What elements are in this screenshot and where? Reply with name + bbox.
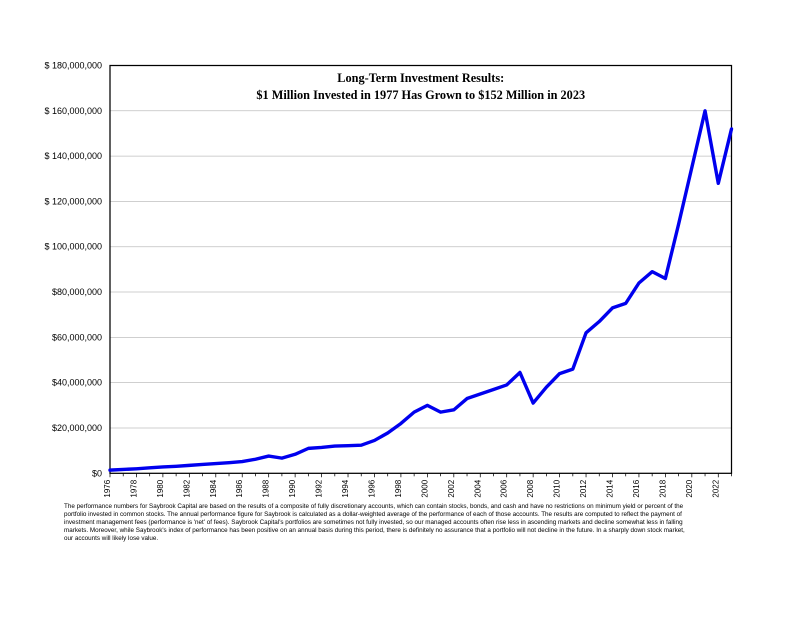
svg-text:$20,000,000: $20,000,000	[52, 423, 102, 433]
svg-text:2002: 2002	[447, 479, 456, 497]
svg-text:2006: 2006	[500, 479, 509, 497]
svg-text:$ 140,000,000: $ 140,000,000	[44, 151, 102, 161]
svg-text:2000: 2000	[420, 479, 429, 497]
svg-text:1996: 1996	[367, 479, 376, 497]
svg-text:2018: 2018	[658, 479, 667, 497]
svg-text:1976: 1976	[103, 479, 112, 497]
svg-text:2012: 2012	[579, 479, 588, 497]
svg-text:2022: 2022	[711, 479, 720, 497]
svg-text:1978: 1978	[129, 479, 138, 497]
svg-text:$ 160,000,000: $ 160,000,000	[44, 106, 102, 116]
svg-text:2014: 2014	[605, 479, 614, 497]
svg-text:$40,000,000: $40,000,000	[52, 378, 102, 388]
svg-text:1982: 1982	[182, 479, 191, 497]
svg-text:$0: $0	[92, 468, 102, 478]
svg-text:1998: 1998	[394, 479, 403, 497]
svg-text:1994: 1994	[341, 479, 350, 497]
svg-text:$60,000,000: $60,000,000	[52, 332, 102, 342]
svg-text:2004: 2004	[473, 479, 482, 497]
svg-text:2020: 2020	[685, 479, 694, 497]
svg-text:1990: 1990	[288, 479, 297, 497]
svg-text:1988: 1988	[262, 479, 271, 497]
svg-text:1992: 1992	[315, 479, 324, 497]
svg-text:1980: 1980	[156, 479, 165, 497]
svg-text:1986: 1986	[235, 479, 244, 497]
svg-text:$ 180,000,000: $ 180,000,000	[44, 61, 102, 71]
svg-text:$ 100,000,000: $ 100,000,000	[44, 242, 102, 252]
svg-text:2008: 2008	[526, 479, 535, 497]
svg-text:2010: 2010	[553, 479, 562, 497]
svg-text:$ 120,000,000: $ 120,000,000	[44, 196, 102, 206]
svg-text:2016: 2016	[632, 479, 641, 497]
svg-text:1984: 1984	[209, 479, 218, 497]
svg-text:$80,000,000: $80,000,000	[52, 287, 102, 297]
